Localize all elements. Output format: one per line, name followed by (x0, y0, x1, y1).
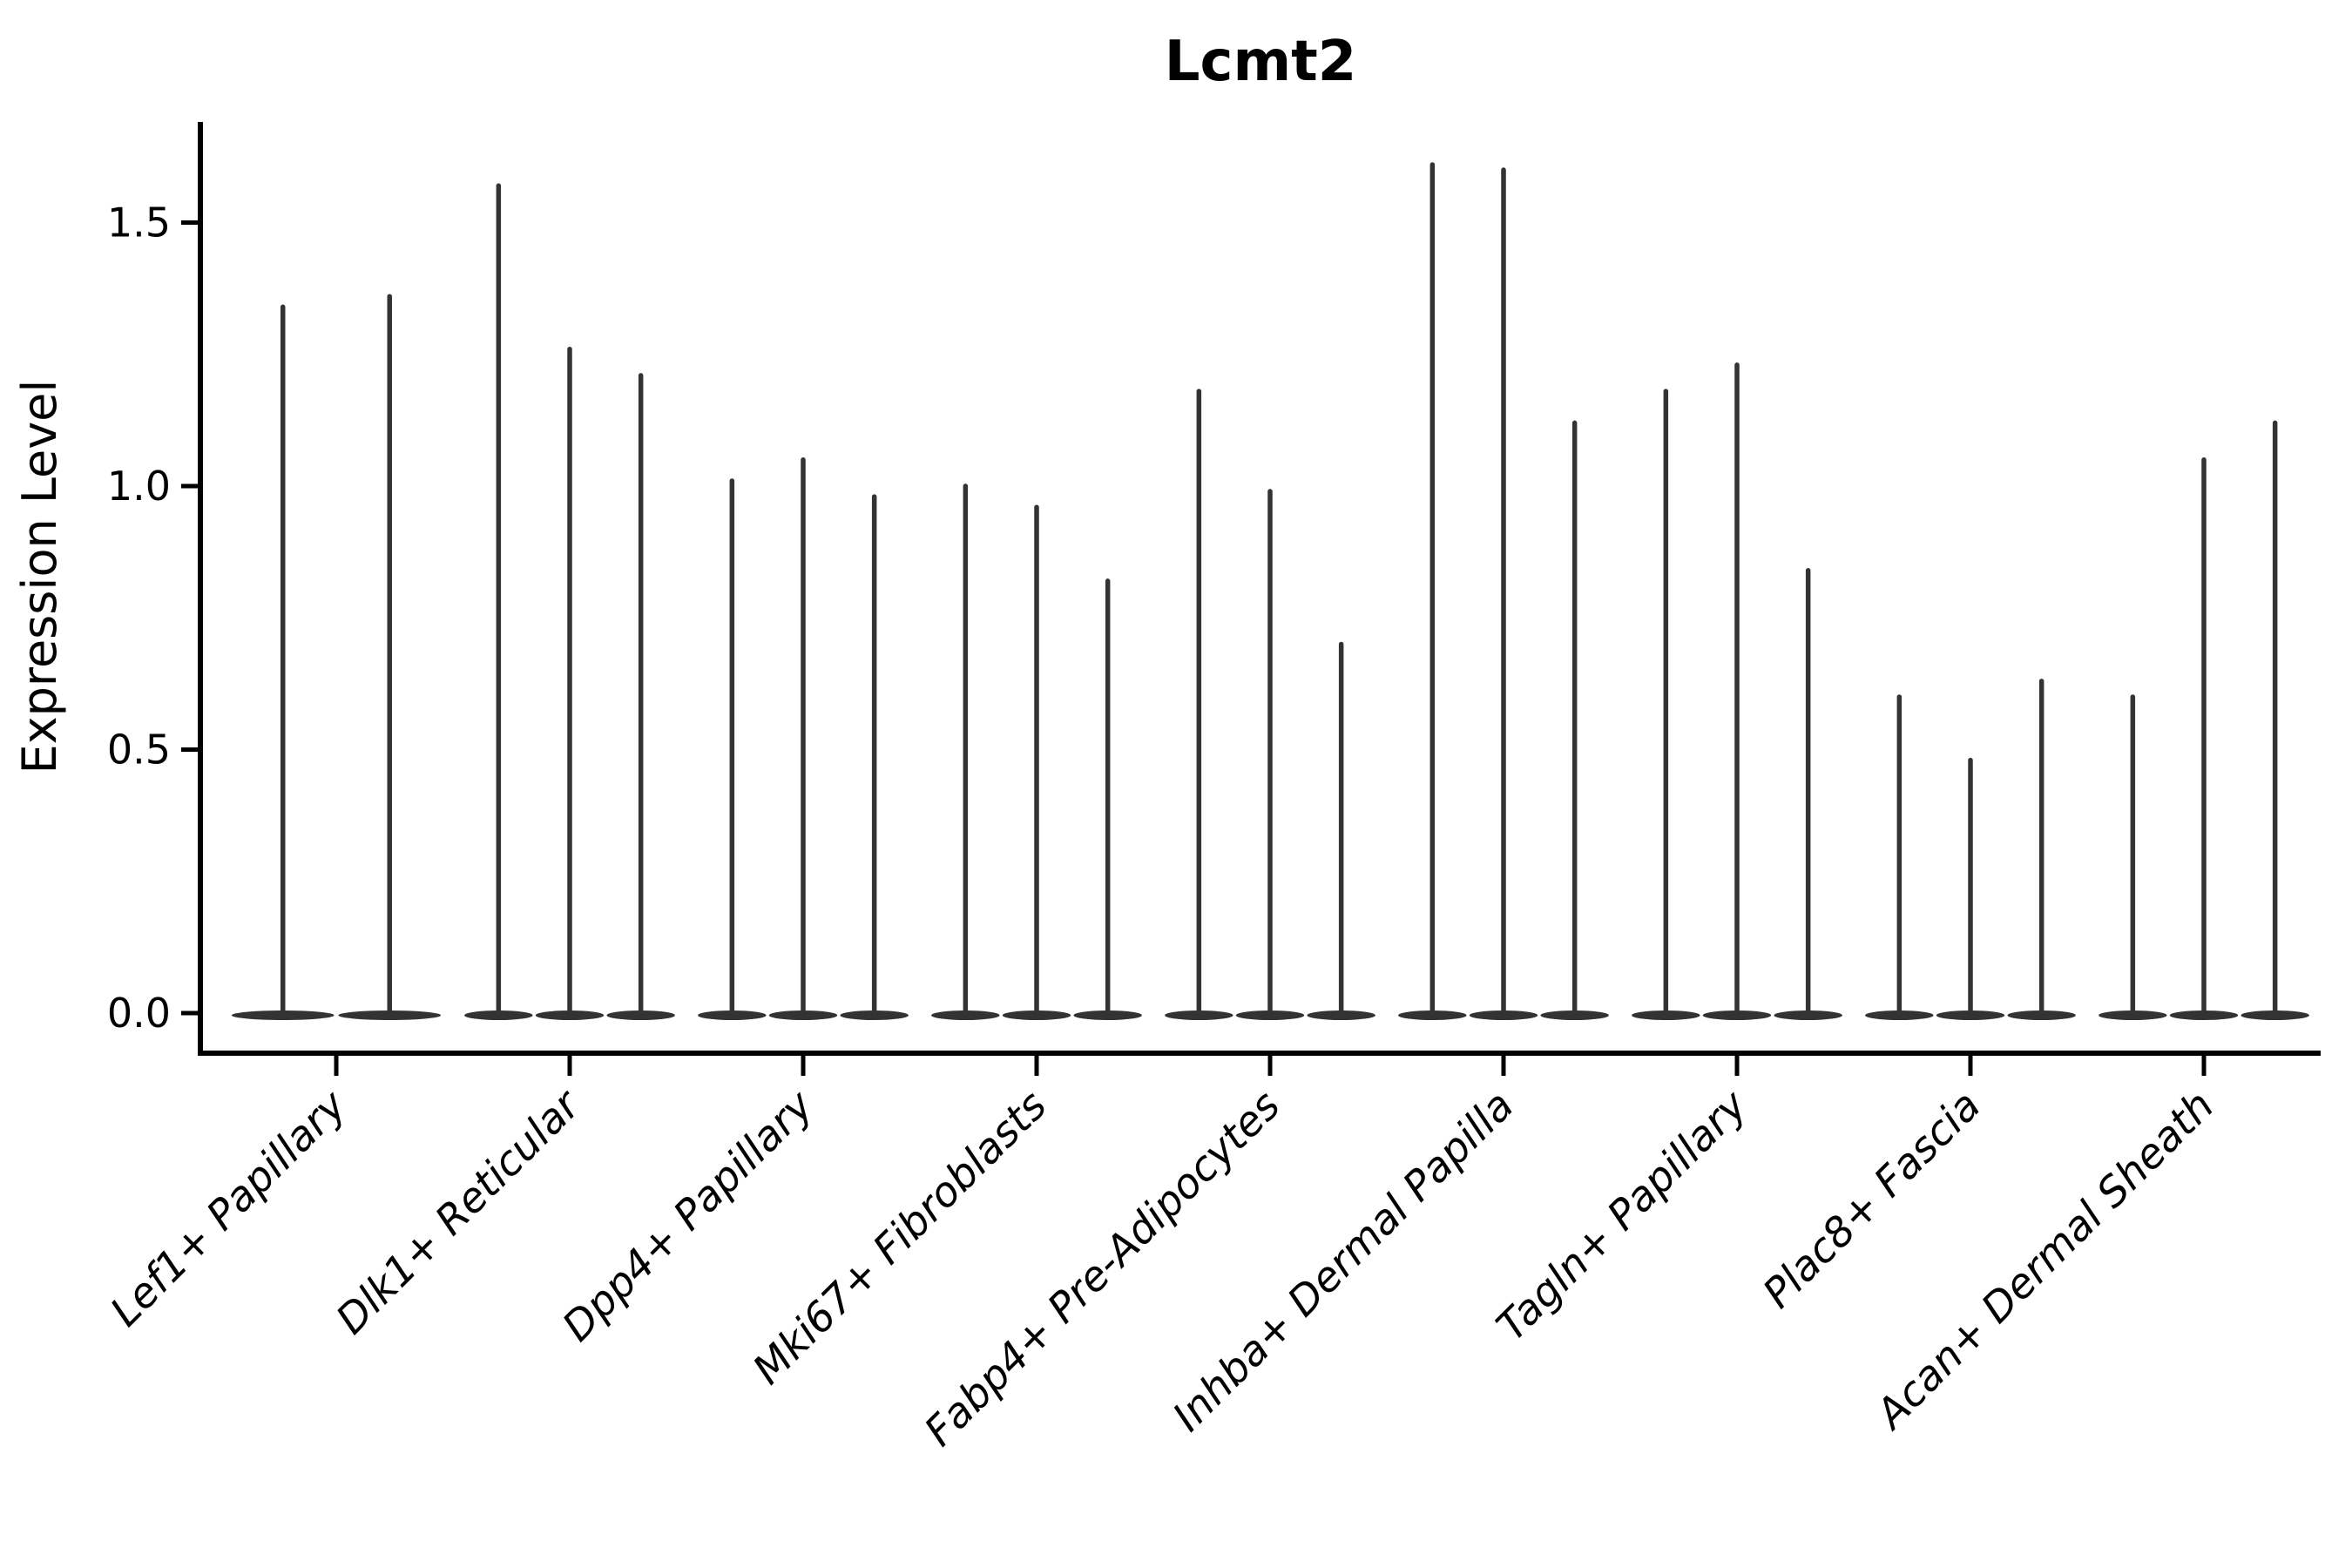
y-tick-label: 1.5 (107, 199, 171, 247)
x-tick-label: Dpp4+ Papillary (553, 1081, 823, 1351)
y-tick-label: 0.5 (107, 727, 171, 774)
x-tick-label: Plac8+ Fascia (1754, 1082, 1990, 1318)
x-tick-label: Dlk1+ Reticular (328, 1080, 591, 1344)
y-tick-label: 0.0 (107, 990, 171, 1037)
x-tick-label: Lef1+ Papillary (101, 1081, 356, 1336)
y-tick-label: 1.0 (107, 463, 171, 510)
x-tick-label: Tagln+ Papillary (1488, 1081, 1758, 1351)
plot-title: Lcmt2 (1165, 30, 1357, 94)
y-axis-label: Expression Level (12, 380, 67, 774)
